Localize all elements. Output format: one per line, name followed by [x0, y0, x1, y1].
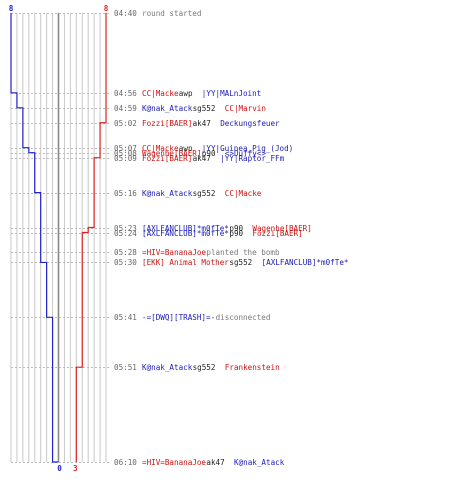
blue-team-start-count: 8	[9, 4, 14, 13]
event-row: 05:16 K@nak_Atack sg552 CC|Macke	[114, 189, 262, 198]
event-row: 05:09 Fozzi[BAER] ak47 |YY|Raptor_FFm	[114, 154, 285, 163]
event-player: Fozzi[BAER]	[252, 229, 302, 238]
event-player: |YY|MALnJoint	[202, 89, 261, 98]
event-time: 04:59	[114, 104, 137, 113]
event-action: disconnected	[216, 313, 271, 322]
red-team-start-count: 8	[104, 4, 109, 13]
event-time: 04:40	[114, 9, 137, 18]
red-team-end-count: 3	[73, 464, 78, 473]
event-row: 05:30 [EKK] Animal Mother sg552 [AXLFANCL…	[114, 258, 348, 267]
event-row: 05:02 Fozzi[BAER] ak47 Deckungsfeuer	[114, 119, 280, 128]
event-time: 05:28	[114, 248, 137, 257]
event-time: 05:16	[114, 189, 137, 198]
event-action: sg552	[193, 363, 216, 372]
event-player: |YY|Guinea_Pig_(Jod)	[202, 144, 293, 153]
event-action: ak47	[193, 154, 211, 163]
event-player: K@nak_Atack	[234, 458, 285, 467]
event-row: 05:24 [AXLFANCLUB]*m0fTe* p90 Fozzi[BAER]	[114, 229, 303, 238]
event-time: 05:51	[114, 363, 137, 372]
event-player: K@nak_Atack	[142, 363, 193, 372]
event-row: 04:59 K@nak_Atack sg552 CC|Marvin	[114, 104, 266, 113]
event-row: 05:41 -=[DWQ][TRASH]=- disconnected	[114, 313, 270, 322]
event-log: 04:40 round started 04:56 CC|Macke awp |YY|…	[114, 9, 348, 467]
event-player: Wagenhe[BAER]	[142, 149, 201, 158]
event-action: p90	[229, 224, 243, 233]
event-player: Wagenhe[BAER]	[252, 224, 311, 233]
event-time: 05:07	[114, 144, 137, 153]
event-time: 05:09	[114, 154, 137, 163]
event-row: 04:56 CC|Macke awp |YY|MALnJoint	[114, 89, 261, 98]
event-time: 06:10	[114, 458, 137, 467]
event-row: 05:08 Wagenhe[BAER] p90 <>Duffy<>	[114, 149, 266, 158]
event-player: CC|Macke	[142, 144, 179, 153]
event-player: CC|Marvin	[225, 104, 266, 113]
event-player: =HIV=BananaJoe	[142, 458, 206, 467]
event-player: Frankenstein	[225, 363, 280, 372]
blue-team-line	[10, 13, 59, 463]
event-player: [AXLFANCLUB]*m0fTe*	[262, 258, 349, 267]
event-player: K@nak_Atack	[142, 189, 193, 198]
event-row: 05:07 CC|Macke awp |YY|Guinea_Pig_(Jod)	[114, 144, 293, 153]
event-time: 05:08	[114, 149, 137, 158]
event-row: 04:40 round started	[114, 9, 201, 18]
event-player: =HIV=BananaJoe	[142, 248, 206, 257]
event-player: Fozzi[BAER]	[142, 119, 192, 128]
team-count-labels: 8 0 8 3	[9, 4, 109, 473]
team-lines	[10, 13, 107, 463]
event-action: sg552	[229, 258, 252, 267]
event-player: <>Duffy<>	[225, 149, 267, 158]
blue-team-end-count: 0	[57, 464, 62, 473]
event-action: awp	[179, 144, 193, 153]
event-player: |YY|Raptor_FFm	[220, 154, 284, 163]
event-action: sg552	[193, 104, 216, 113]
event-action: round started	[142, 9, 201, 18]
event-time: 05:23	[114, 224, 137, 233]
event-player: Fozzi[BAER]	[142, 154, 192, 163]
event-time: 05:24	[114, 229, 137, 238]
event-row: 05:28 =HIV=BananaJoe planted the bomb	[114, 248, 280, 257]
event-player: [AXLFANCLUB]*m0fTe*	[142, 229, 229, 238]
event-player: K@nak_Atack	[142, 104, 193, 113]
event-action: p90	[229, 229, 243, 238]
event-player: [AXLFANCLUB]*m0fTe*	[142, 224, 229, 233]
event-time: 05:30	[114, 258, 137, 267]
event-action: planted the bomb	[206, 248, 280, 257]
event-action: sg552	[193, 189, 216, 198]
event-player: CC|Macke	[225, 189, 262, 198]
event-player: [EKK] Animal Mother	[142, 258, 229, 267]
event-action: ak47	[206, 458, 224, 467]
red-team-line	[75, 13, 107, 462]
gridlines	[10, 13, 111, 463]
event-row: 06:10 =HIV=BananaJoe ak47 K@nak_Atack	[114, 458, 285, 467]
event-row: 05:51 K@nak_Atack sg552 Frankenstein	[114, 363, 280, 372]
event-action: p90	[202, 149, 216, 158]
event-player: -=[DWQ][TRASH]=-	[142, 313, 215, 322]
event-time: 05:41	[114, 313, 137, 322]
event-time: 05:02	[114, 119, 137, 128]
event-player: CC|Macke	[142, 89, 179, 98]
event-row: 05:23 [AXLFANCLUB]*m0fTe* p90 Wagenhe[BAE…	[114, 224, 312, 233]
event-action: awp	[179, 89, 193, 98]
event-player: Deckungsfeuer	[220, 119, 280, 128]
event-time: 04:56	[114, 89, 137, 98]
event-action: ak47	[193, 119, 211, 128]
